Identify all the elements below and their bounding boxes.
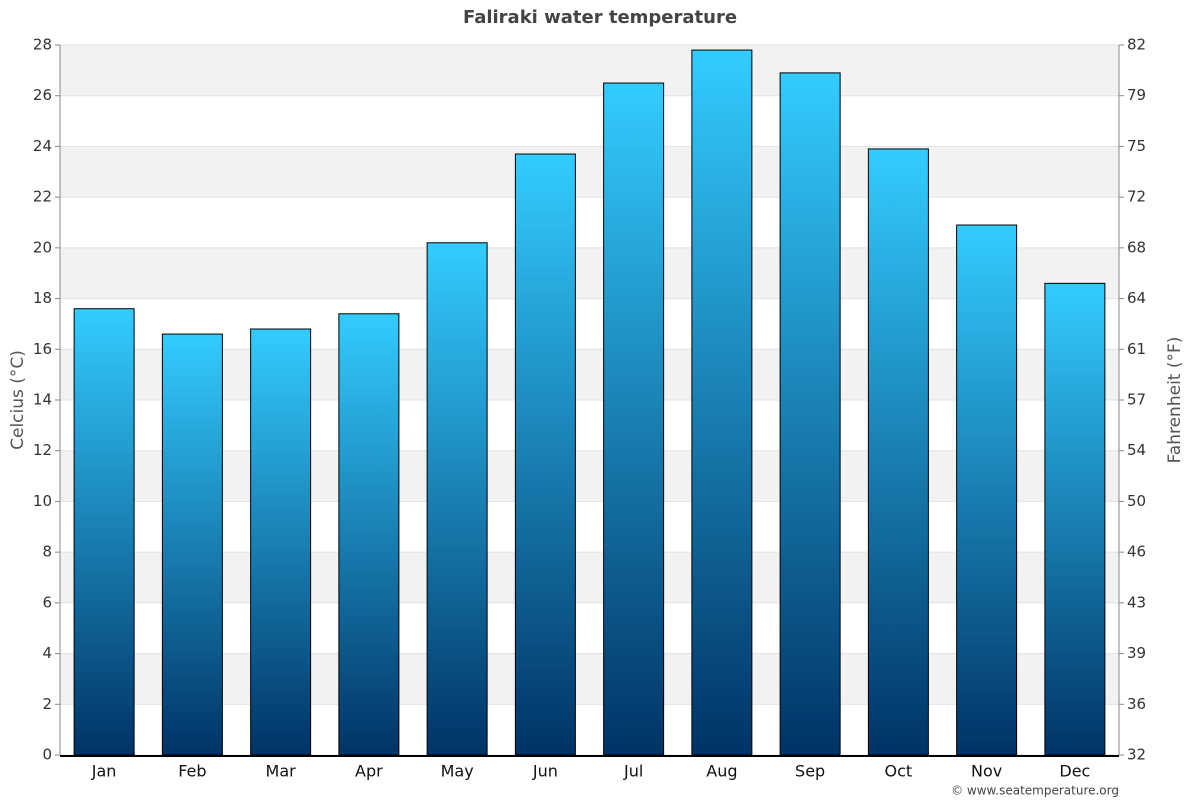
grid-band xyxy=(60,247,1119,299)
grid-band xyxy=(60,349,1119,400)
y2-axis-title: Fahrenheit (°F) xyxy=(1165,337,1185,464)
y-tick-label: 16 xyxy=(33,340,52,358)
y2-tick-label: 72 xyxy=(1127,188,1146,206)
bar xyxy=(426,242,488,756)
y-tick-label: 20 xyxy=(33,238,52,256)
x-tick-label: Jul xyxy=(623,762,643,781)
grid-band xyxy=(60,653,1119,705)
bar xyxy=(691,49,753,756)
x-tick-label: Dec xyxy=(1059,762,1090,781)
bar xyxy=(338,313,400,756)
bar xyxy=(779,72,841,756)
y2-tick-label: 36 xyxy=(1127,695,1146,713)
y-tick-label: 6 xyxy=(42,593,52,611)
x-tick-label: Oct xyxy=(885,762,913,781)
bar xyxy=(867,148,929,756)
grid-band xyxy=(60,45,1119,96)
x-tick-label: Feb xyxy=(178,762,206,781)
x-tick-label: Jan xyxy=(91,762,117,781)
y2-tick-label: 75 xyxy=(1127,137,1146,155)
y-tick-label: 26 xyxy=(33,86,52,104)
y2-tick-label: 46 xyxy=(1127,543,1146,561)
y2-tick-label: 57 xyxy=(1127,391,1146,409)
grid-band xyxy=(60,450,1119,502)
bar xyxy=(603,82,665,756)
x-tick-label: Mar xyxy=(266,762,297,781)
y-tick-label: 28 xyxy=(33,36,52,54)
y2-tick-label: 32 xyxy=(1127,746,1146,764)
y2-tick-label: 68 xyxy=(1127,238,1146,256)
bar xyxy=(250,328,312,756)
y2-tick-label: 82 xyxy=(1127,36,1146,54)
y-tick-label: 24 xyxy=(33,137,52,155)
y2-tick-label: 64 xyxy=(1127,289,1146,307)
x-tick-label: May xyxy=(441,762,474,781)
x-tick-label: Jun xyxy=(532,762,558,781)
bar xyxy=(161,333,223,756)
bar xyxy=(1044,282,1106,756)
y2-tick-label: 54 xyxy=(1127,441,1146,459)
chart-title: Faliraki water temperature xyxy=(463,7,737,28)
x-tick-label: Aug xyxy=(706,762,737,781)
y-tick-label: 4 xyxy=(42,644,52,662)
grid-band xyxy=(60,146,1119,198)
y-tick-label: 22 xyxy=(33,188,52,206)
y-tick-label: 18 xyxy=(33,289,52,307)
x-tick-label: Sep xyxy=(795,762,825,781)
bar xyxy=(514,153,576,756)
y2-tick-label: 61 xyxy=(1127,340,1146,358)
y2-tick-label: 50 xyxy=(1127,492,1146,510)
y2-tick-label: 79 xyxy=(1127,86,1146,104)
grid-band xyxy=(60,552,1119,603)
y2-tick-label: 39 xyxy=(1127,644,1146,662)
y-tick-label: 14 xyxy=(33,391,52,409)
bar xyxy=(956,224,1018,756)
source: © www.seatemperature.org xyxy=(951,784,1119,798)
y-axis-title: Celcius (°C) xyxy=(8,350,28,450)
y-tick-label: 8 xyxy=(42,543,52,561)
x-tick-label: Apr xyxy=(355,762,383,781)
y2-tick-label: 43 xyxy=(1127,593,1146,611)
y-tick-label: 12 xyxy=(33,441,52,459)
bar xyxy=(73,308,135,756)
y-tick-label: 0 xyxy=(42,746,52,764)
x-tick-label: Nov xyxy=(971,762,1002,781)
y-tick-label: 2 xyxy=(42,695,52,713)
y-tick-label: 10 xyxy=(33,492,52,510)
